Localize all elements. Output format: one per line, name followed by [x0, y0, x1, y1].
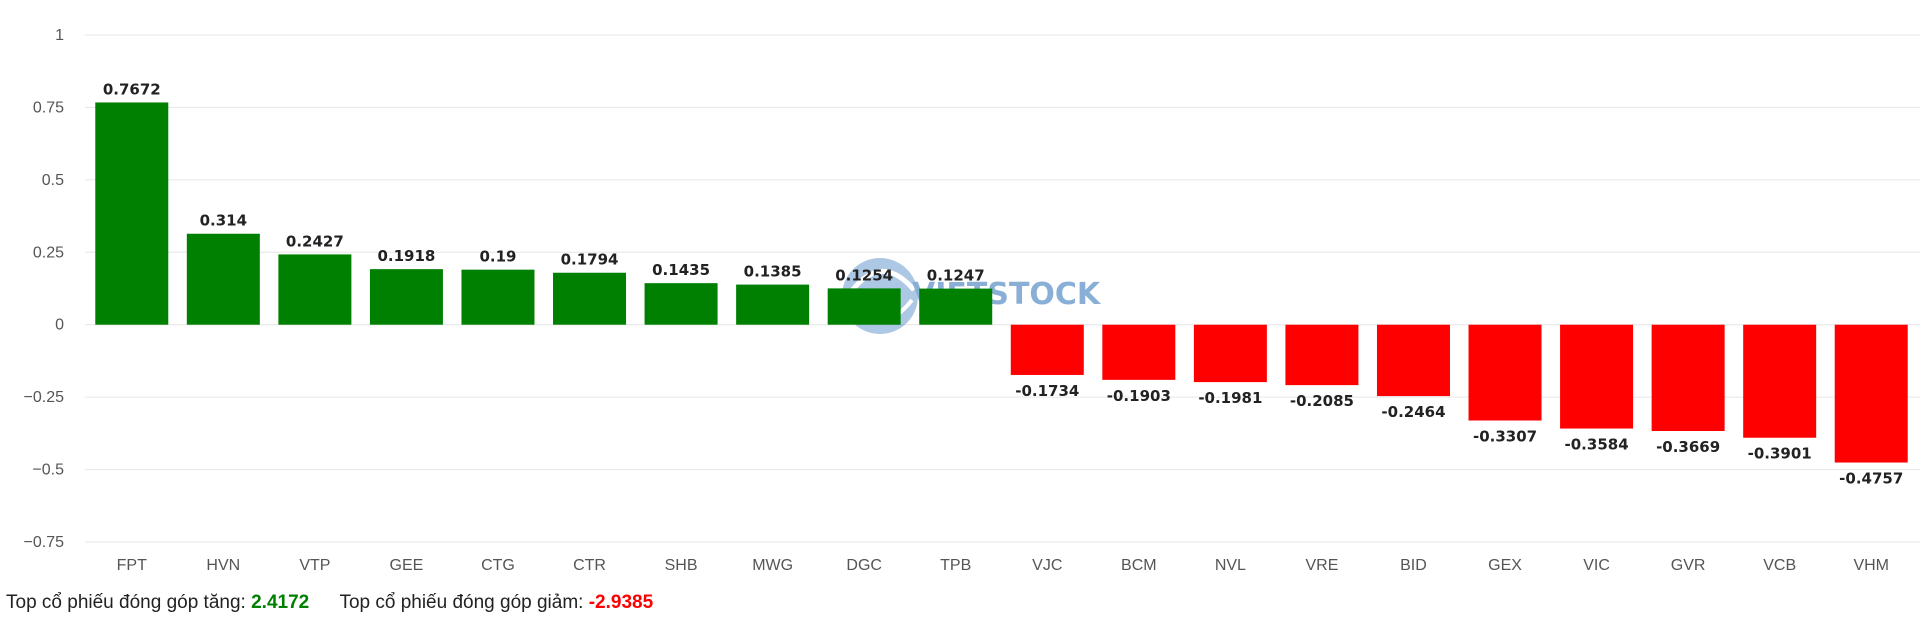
bar-vic[interactable] — [1560, 324, 1634, 429]
x-tick-label-fpt: FPT — [117, 557, 147, 574]
y-tick-label: 0.25 — [33, 244, 64, 261]
bar-vcb[interactable] — [1743, 324, 1817, 438]
x-tick-label-vhm: VHM — [1853, 557, 1889, 574]
data-label-vjc: -0.1734 — [1015, 382, 1079, 400]
data-label-vhm: -0.4757 — [1839, 470, 1903, 488]
x-tick-label-ctg: CTG — [481, 557, 515, 574]
contribution-summary: Top cổ phiếu đóng góp tăng: 2.4172 Top c… — [6, 592, 653, 614]
bar-vre[interactable] — [1285, 324, 1359, 386]
x-tick-label-gex: GEX — [1488, 557, 1522, 574]
x-tick-label-shb: SHB — [665, 557, 698, 574]
x-tick-label-nvl: NVL — [1215, 557, 1246, 574]
x-tick-label-bid: BID — [1400, 557, 1427, 574]
bar-gex[interactable] — [1468, 324, 1542, 421]
x-tick-label-hvn: HVN — [206, 557, 240, 574]
bar-bid[interactable] — [1376, 324, 1450, 397]
gain-summary-value: 2.4172 — [251, 592, 310, 613]
data-label-vic: -0.3584 — [1565, 436, 1629, 454]
contribution-bar-chart: 1 0.75 0.5 0.25 0 −0.25 −0.5 −0.75 VIETSTOCK 0.… — [24, 27, 1920, 574]
data-label-nvl: -0.1981 — [1198, 389, 1262, 407]
loss-summary-label: Top cổ phiếu đóng góp giảm: — [339, 592, 584, 613]
chart-canvas: 10.750.50.250−0.25−0.5−0.75 VIETSTOCK 0.… — [24, 27, 1920, 574]
data-label-tpb: 0.1247 — [927, 267, 985, 285]
data-label-vcb: -0.3901 — [1748, 445, 1812, 463]
data-label-dgc: 0.1254 — [835, 266, 893, 284]
x-tick-label-dgc: DGC — [846, 557, 882, 574]
x-tick-label-vic: VIC — [1583, 557, 1610, 574]
bar-vhm[interactable] — [1834, 324, 1908, 463]
data-label-ctr: 0.1794 — [561, 251, 619, 269]
bar-mwg[interactable] — [736, 284, 810, 325]
x-tick-label-vjc: VJC — [1032, 557, 1062, 574]
data-label-gvr: -0.3669 — [1656, 438, 1720, 456]
bars-layer — [95, 102, 1908, 463]
x-tick-label-vre: VRE — [1305, 557, 1338, 574]
x-tick-label-bcm: BCM — [1121, 557, 1157, 574]
x-tick-label-mwg: MWG — [752, 557, 793, 574]
x-tick-label-vtp: VTP — [299, 557, 330, 574]
y-tick-label: 0.75 — [33, 99, 64, 116]
bar-shb[interactable] — [644, 283, 718, 325]
data-label-gex: -0.3307 — [1473, 428, 1537, 446]
x-tick-label-tpb: TPB — [940, 557, 971, 574]
labels-layer: 0.7672 FPT 0.314 HVN 0.2427 VTP 0.1918 GEE 0.19 C… — [103, 80, 1903, 574]
y-tick-label: 0.5 — [42, 172, 64, 189]
x-tick-label-ctr: CTR — [573, 557, 606, 574]
data-label-vtp: 0.2427 — [286, 232, 344, 250]
bar-tpb[interactable] — [919, 288, 993, 325]
data-label-bcm: -0.1903 — [1107, 387, 1171, 405]
data-label-ctg: 0.19 — [479, 248, 516, 266]
data-label-shb: 0.1435 — [652, 261, 710, 279]
y-tick-label: −0.5 — [32, 462, 64, 479]
y-tick-label: 1 — [55, 27, 64, 44]
gain-summary-label: Top cổ phiếu đóng góp tăng: — [6, 592, 246, 613]
x-tick-label-vcb: VCB — [1763, 557, 1796, 574]
data-label-hvn: 0.314 — [200, 212, 247, 230]
y-tick-label: −0.75 — [24, 534, 65, 551]
x-tick-label-gee: GEE — [390, 557, 424, 574]
data-label-mwg: 0.1385 — [744, 263, 802, 281]
bar-ctr[interactable] — [553, 272, 627, 325]
data-label-bid: -0.2464 — [1381, 403, 1445, 421]
bar-bcm[interactable] — [1102, 324, 1176, 380]
x-tick-label-gvr: GVR — [1671, 557, 1706, 574]
bar-gee[interactable] — [369, 269, 443, 325]
bar-gvr[interactable] — [1651, 324, 1725, 432]
bar-vtp[interactable] — [278, 254, 352, 325]
loss-summary-value: -2.9385 — [588, 592, 654, 613]
bar-nvl[interactable] — [1193, 324, 1267, 383]
bar-hvn[interactable] — [186, 233, 260, 325]
data-label-vre: -0.2085 — [1290, 392, 1354, 410]
data-label-fpt: 0.7672 — [103, 80, 161, 98]
bar-dgc[interactable] — [827, 288, 901, 325]
y-tick-label: −0.25 — [24, 389, 65, 406]
y-tick-label: 0 — [55, 317, 64, 334]
bar-fpt[interactable] — [95, 102, 169, 325]
bar-vjc[interactable] — [1010, 324, 1084, 375]
data-label-gee: 0.1918 — [377, 247, 435, 265]
bar-ctg[interactable] — [461, 269, 535, 325]
